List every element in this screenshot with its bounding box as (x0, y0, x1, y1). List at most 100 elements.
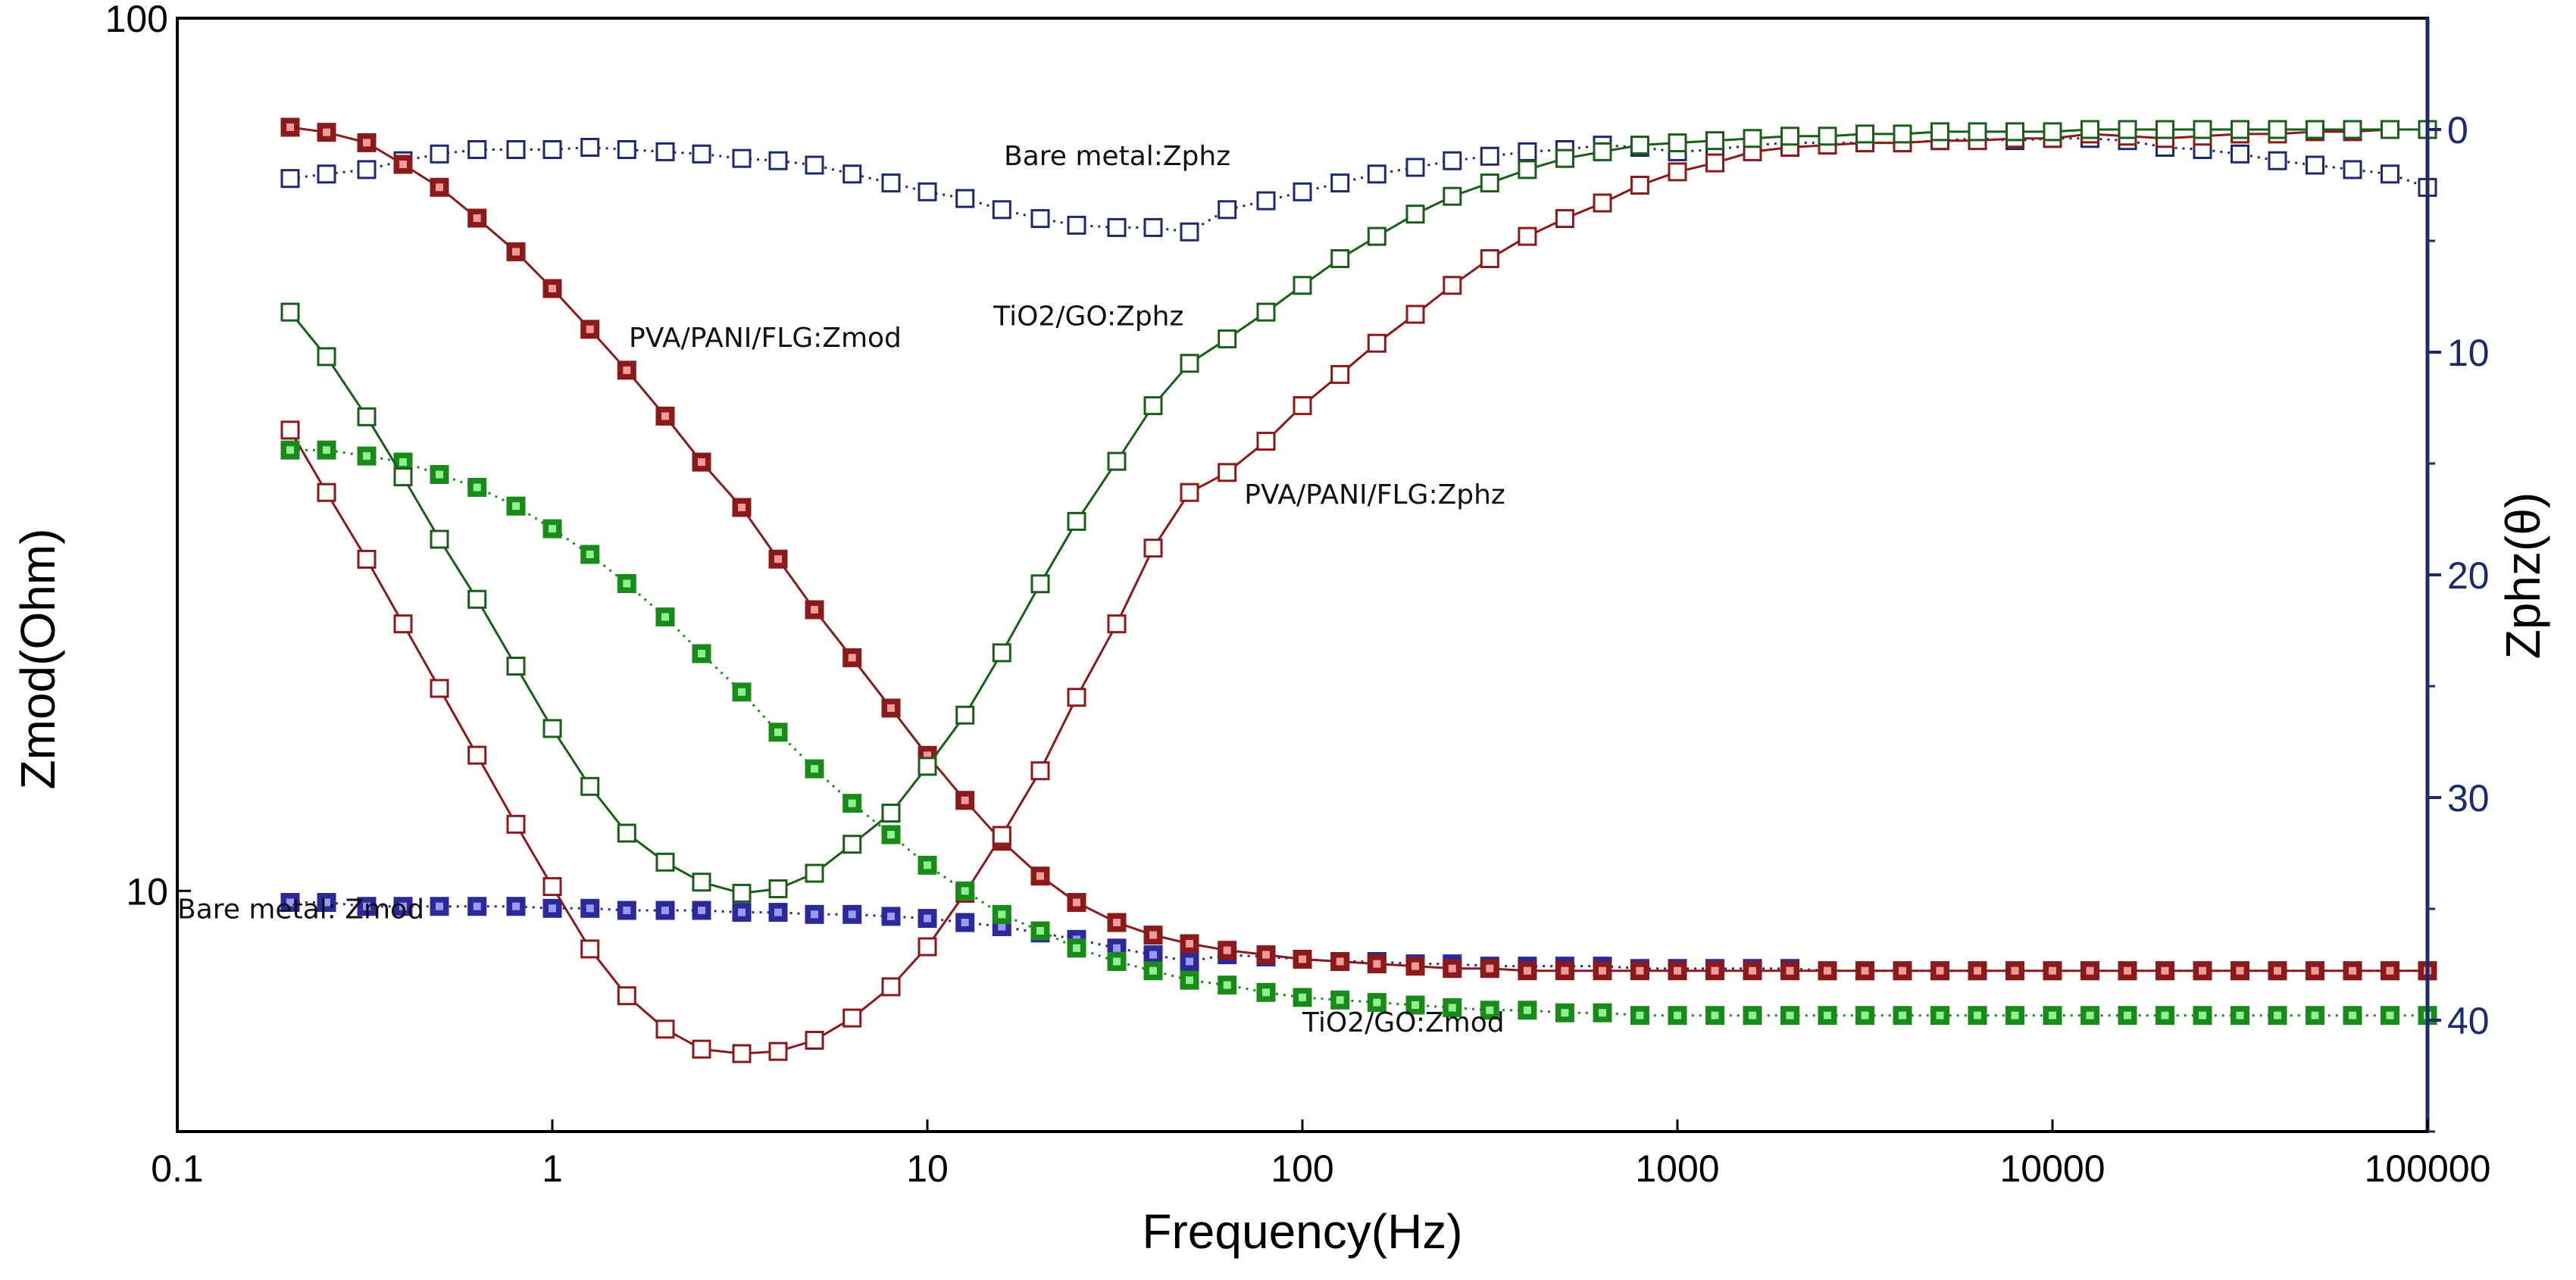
data-point-highlight (2049, 1011, 2056, 1019)
data-point-highlight (323, 128, 330, 136)
data-point-highlight (2311, 1011, 2319, 1019)
x-tick-label: 10 (906, 1147, 949, 1190)
data-point-highlight (1861, 1011, 1869, 1019)
data-point-highlight (323, 898, 330, 907)
data-point (1405, 204, 1425, 224)
data-point-highlight (924, 914, 931, 923)
data-point-highlight (1674, 1011, 1681, 1019)
data-point (768, 1041, 788, 1061)
data-point (2343, 160, 2362, 180)
data-point (1218, 200, 1237, 220)
data-point-highlight (1899, 1011, 1906, 1019)
data-point (1293, 396, 1312, 416)
data-point-highlight (1636, 1011, 1644, 1019)
annotation-tio2-go-zmod: TiO2/GO:Zmod (1302, 1007, 1505, 1038)
data-point-highlight (1561, 966, 1569, 975)
data-point-highlight (623, 907, 631, 914)
data-point (955, 189, 975, 208)
data-point (768, 151, 788, 170)
data-point (317, 164, 336, 184)
series-tio2-go-zphz (280, 120, 2437, 903)
data-point-highlight (549, 525, 556, 533)
data-point (1143, 217, 1163, 237)
x-axis-title: Frequency(Hz) (1142, 1204, 1462, 1259)
data-point (1030, 209, 1050, 229)
data-point (992, 826, 1011, 845)
data-point-highlight (512, 248, 520, 256)
data-point (1555, 148, 1574, 168)
data-point-highlight (1448, 964, 1456, 972)
data-point (1818, 126, 1837, 146)
data-point (430, 529, 449, 549)
data-point (2268, 151, 2287, 170)
series-tio2-go-zmod (280, 440, 2437, 1026)
data-point (992, 200, 1011, 220)
data-point (2381, 120, 2399, 139)
data-point (280, 169, 300, 189)
data-point (1405, 158, 1425, 177)
data-point-highlight (1299, 955, 1306, 963)
data-point (1480, 146, 1499, 166)
data-point (1293, 276, 1312, 295)
data-point (2381, 164, 2399, 184)
data-point-highlight (811, 606, 818, 613)
data-point-highlight (661, 907, 669, 914)
data-point (1180, 482, 1199, 502)
data-point (506, 140, 526, 159)
data-point (1218, 463, 1237, 482)
data-point (881, 804, 901, 823)
data-point-highlight (2274, 1011, 2281, 1019)
data-point-highlight (2011, 966, 2019, 975)
data-point (918, 182, 937, 201)
data-point (1930, 122, 1949, 142)
data-point-highlight (2086, 966, 2094, 975)
data-point-highlight (1373, 960, 1381, 968)
annotation-bare-metal-zphz: Bare metal:Zphz (1004, 141, 1230, 172)
data-point (1143, 396, 1163, 416)
data-point-highlight (961, 887, 969, 895)
data-point (506, 657, 526, 676)
data-point (1367, 226, 1386, 246)
data-point (393, 467, 413, 487)
data-point-highlight (961, 796, 969, 804)
data-point-highlight (1336, 957, 1344, 966)
data-point (655, 852, 675, 872)
series-line-pva-pani-flg-zphz (289, 128, 2428, 1055)
data-point (1067, 215, 1086, 235)
data-point-highlight (1113, 957, 1121, 966)
data-point-highlight (363, 902, 370, 910)
data-point (1330, 173, 1350, 193)
data-point-highlight (1711, 1011, 1719, 1019)
y-right-tick-label: 0 (2447, 109, 2468, 151)
data-point (542, 719, 562, 738)
data-point-highlight (1523, 1006, 1531, 1014)
data-point (1367, 333, 1386, 353)
data-point-highlight (1186, 940, 1193, 948)
data-point (2156, 120, 2174, 139)
data-point-highlight (323, 446, 330, 454)
data-point-highlight (399, 161, 407, 168)
data-point (580, 776, 600, 796)
data-point-highlight (1599, 1009, 1606, 1017)
data-point (1330, 364, 1350, 384)
data-point (655, 1019, 675, 1039)
annotation-layer: Bare metal:Zphz PVA/PANI/FLG:Zmod TiO2/GO:… (177, 141, 1505, 1038)
data-point (1705, 131, 1724, 151)
data-point (1067, 688, 1086, 707)
data-point (506, 814, 526, 834)
data-point (732, 148, 752, 168)
data-point (2005, 122, 2024, 142)
data-point-highlight (1636, 966, 1644, 975)
data-point-highlight (286, 123, 294, 131)
data-point-highlight (848, 654, 856, 662)
x-tick-label: 1000 (1635, 1147, 1719, 1190)
data-point (1107, 451, 1127, 471)
data-point-highlight (1299, 993, 1306, 1001)
data-point-highlight (286, 898, 294, 907)
data-point-highlight (1486, 1006, 1494, 1014)
x-tick-label: 100 (1271, 1147, 1333, 1190)
data-point (2231, 144, 2249, 164)
data-point-highlight (2274, 966, 2281, 975)
data-point (1968, 122, 1987, 142)
